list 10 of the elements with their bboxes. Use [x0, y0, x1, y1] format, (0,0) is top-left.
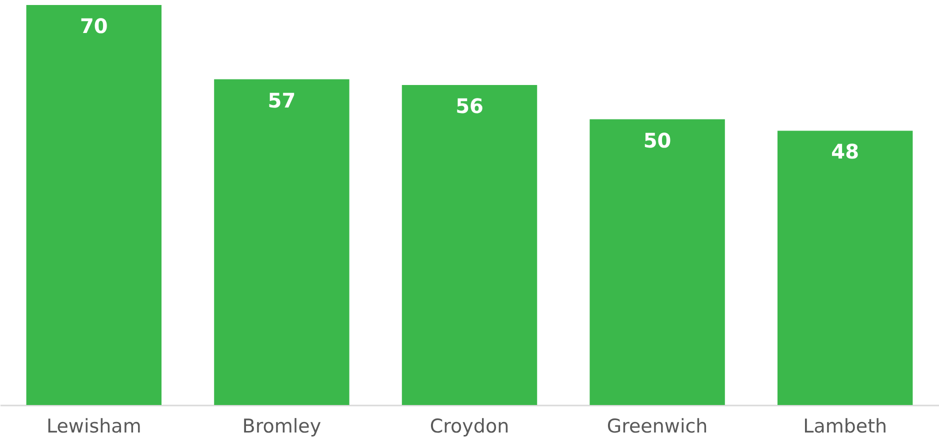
- x-tick-label: Croydon: [430, 416, 510, 438]
- x-tick-label: Lewisham: [46, 416, 142, 438]
- data-label: 57: [268, 88, 296, 112]
- x-tick-label: Greenwich: [606, 416, 708, 438]
- data-label: 50: [643, 128, 672, 152]
- data-label: 48: [831, 140, 860, 164]
- data-label: 70: [80, 14, 108, 38]
- x-tick-label: Bromley: [242, 416, 322, 438]
- x-tick-label: Lambeth: [803, 416, 888, 438]
- data-label: 56: [456, 94, 484, 118]
